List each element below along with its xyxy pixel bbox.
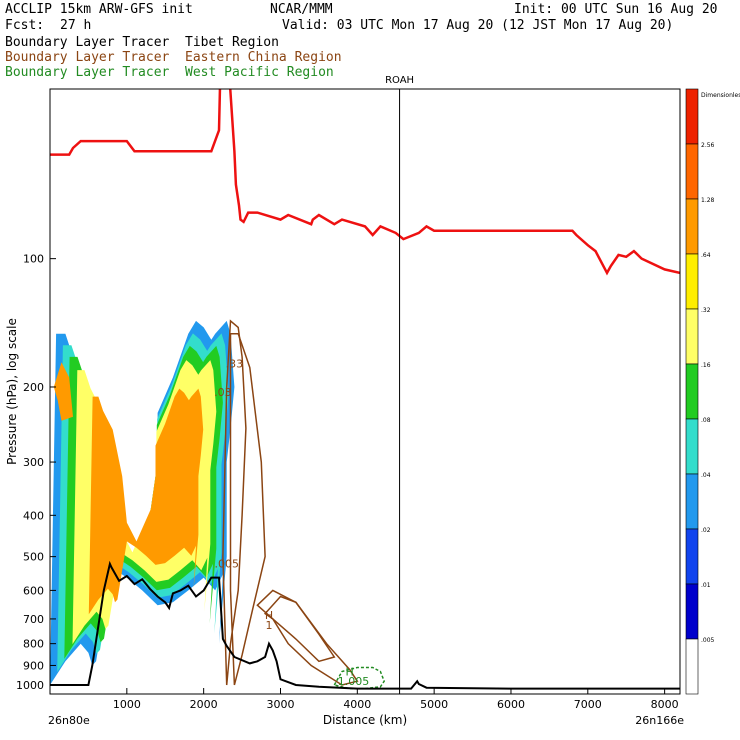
x-tick-label-2: 3000: [266, 698, 294, 711]
colorbar-level-0: Dimensionless: [701, 92, 740, 99]
init-time: Init: 00 UTC Sun 16 Aug 20: [514, 2, 718, 17]
eastern-china-contour-3: [256, 589, 336, 663]
terrain-line: [50, 560, 680, 690]
y-tick-label-7: 800: [23, 638, 44, 651]
y-tick-label-0: 100: [23, 253, 44, 266]
x-tick-label-6: 7000: [574, 698, 602, 711]
colorbar-swatch-0: [685, 88, 699, 145]
x-end-label: 26n166e: [635, 714, 684, 727]
legend-tibet: Boundary Layer Tracer Tibet Region: [5, 35, 279, 50]
x-tick-label-0: 1000: [113, 698, 141, 711]
colorbar-level-2: 1.28: [701, 197, 715, 204]
west-pacific-label-1: 1.005: [338, 675, 370, 688]
colorbar-swatch-8: [685, 528, 699, 585]
x-tick-label-3: 4000: [343, 698, 371, 711]
colorbar-swatch-4: [685, 308, 699, 365]
colorbar-swatch-3: [685, 253, 699, 310]
tropopause-line: [50, 89, 680, 276]
colorbar-level-6: .08: [701, 417, 711, 424]
colorbar-level-1: 2.56: [701, 142, 715, 149]
y-tick-label-9: 1000: [16, 679, 44, 692]
legend-west-pacific: Boundary Layer Tracer West Pacific Regio…: [5, 65, 334, 80]
y-tick-label-1: 200: [23, 381, 44, 394]
eastern-china-label-4: 1: [265, 619, 272, 632]
colorbar-level-9: .01: [701, 582, 711, 589]
x-axis-label: Distance (km): [323, 713, 407, 727]
y-tick-label-2: 300: [23, 456, 44, 469]
x-tick-label-1: 2000: [190, 698, 218, 711]
colorbar-level-7: .04: [701, 472, 711, 479]
x-tick-label-7: 8000: [651, 698, 679, 711]
eastern-china-label-2: .005: [214, 557, 239, 570]
org-label: NCAR/MMM: [270, 2, 333, 17]
roah-marker-label: ROAH: [385, 75, 414, 86]
colorbar-level-4: .32: [701, 307, 711, 314]
x-tick-label-4: 5000: [420, 698, 448, 711]
colorbar-swatch-9: [685, 583, 699, 640]
eastern-china-contour-1: [229, 332, 266, 686]
y-tick-label-4: 500: [23, 551, 44, 564]
legend-eastern-china: Boundary Layer Tracer Eastern China Regi…: [5, 50, 342, 65]
y-axis-label: Pressure (hPa), log scale: [5, 318, 19, 465]
x-start-label: 26n80e: [48, 714, 90, 727]
eastern-china-label-0: .33: [226, 357, 244, 370]
fcst-value: 27 h: [60, 18, 92, 33]
eastern-china-label-1: .03: [214, 386, 232, 399]
eastern-china-label-3: H: [265, 609, 273, 622]
y-tick-label-5: 600: [23, 584, 44, 597]
colorbar-swatch-1: [685, 143, 699, 200]
colorbar-level-3: .64: [701, 252, 711, 259]
colorbar-swatch-7: [685, 473, 699, 530]
colorbar-level-10: .005: [701, 637, 715, 644]
colorbar-swatch-6: [685, 418, 699, 475]
west-pacific-label-0: H: [345, 665, 353, 678]
eastern-china-contour-0: [222, 319, 247, 686]
tibet-tracer-band-4: [88, 388, 204, 615]
colorbar-level-5: .16: [701, 362, 711, 369]
tibet-tracer-core: [53, 362, 73, 421]
x-tick-label-5: 6000: [497, 698, 525, 711]
y-tick-label-6: 700: [23, 613, 44, 626]
colorbar-level-8: .02: [701, 527, 711, 534]
colorbar-swatch-10: [685, 638, 699, 695]
y-tick-label-8: 900: [23, 659, 44, 672]
model-title: ACCLIP 15km ARW-GFS init: [5, 2, 193, 17]
valid-time: Valid: 03 UTC Mon 17 Aug 20 (12 JST Mon …: [282, 18, 674, 33]
plot-frame: [49, 88, 681, 695]
fcst-label: Fcst:: [5, 18, 45, 33]
y-tick-label-3: 400: [23, 509, 44, 522]
colorbar-swatch-5: [685, 363, 699, 420]
colorbar-swatch-2: [685, 198, 699, 255]
